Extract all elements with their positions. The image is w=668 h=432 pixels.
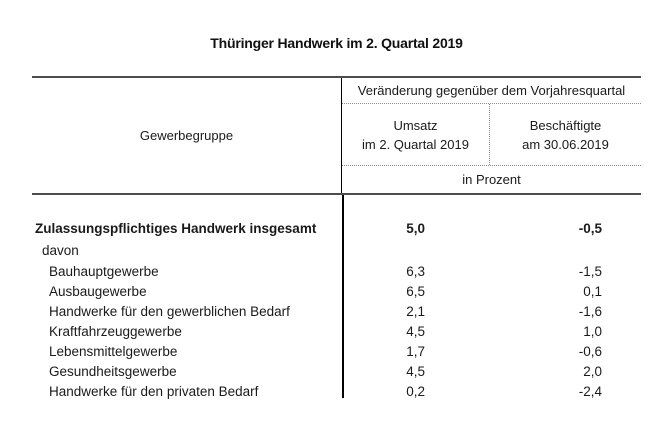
- beschaeftigte-value: 0,1: [583, 283, 602, 299]
- header-right-section: Veränderung gegenüber dem Vorjahresquart…: [342, 78, 641, 193]
- table-row: Kraftfahrzeuggewerbe 4,5 1,0: [32, 321, 641, 341]
- table-body: Zulassungspflichtiges Handwerk insgesamt…: [32, 195, 641, 401]
- beschaeftigte-value: -1,5: [578, 263, 602, 279]
- row-label: Handwerke für den privaten Bedarf: [49, 383, 259, 399]
- table-row: Lebensmittelgewerbe 1,7 -0,6: [32, 341, 641, 361]
- table-header: Gewerbegruppe Veränderung gegenüber dem …: [32, 76, 641, 195]
- column-header-beschaeftigte: Beschäftigte am 30.06.2019: [490, 104, 641, 165]
- table-row-davon: davon: [32, 239, 641, 261]
- umsatz-value: 5,0: [406, 220, 425, 236]
- column-header-beschaeftigte-line2: am 30.06.2019: [522, 136, 609, 152]
- umsatz-value: 6,5: [406, 283, 425, 299]
- unit-header: in Prozent: [462, 172, 521, 187]
- row-label: Ausbaugewerbe: [49, 283, 147, 299]
- umsatz-value: 6,3: [406, 263, 425, 279]
- umsatz-value: 1,7: [406, 343, 425, 359]
- beschaeftigte-value: -0,6: [578, 343, 602, 359]
- column-header-umsatz-line2: im 2. Quartal 2019: [362, 136, 469, 152]
- row-label: Bauhauptgewerbe: [49, 263, 159, 279]
- column-header-gewerbegruppe: Gewerbegruppe: [32, 78, 342, 193]
- umsatz-value: 4,5: [406, 323, 425, 339]
- beschaeftigte-value: -0,5: [578, 220, 602, 236]
- row-label: Kraftfahrzeuggewerbe: [49, 323, 182, 339]
- column-header-umsatz: Umsatz im 2. Quartal 2019: [342, 104, 490, 165]
- column-header-beschaeftigte-line1: Beschäftigte: [529, 117, 602, 133]
- column-header-umsatz-line1: Umsatz: [393, 117, 438, 133]
- umsatz-value: 2,1: [406, 303, 425, 319]
- table-row-total: Zulassungspflichtiges Handwerk insgesamt…: [32, 217, 641, 239]
- umsatz-value: 0,2: [406, 383, 425, 399]
- page-title: Thüringer Handwerk im 2. Quartal 2019: [210, 35, 463, 51]
- row-label: Gesundheitsgewerbe: [49, 363, 177, 379]
- table-row: Bauhauptgewerbe 6,3 -1,5: [32, 261, 641, 281]
- beschaeftigte-value: 2,0: [583, 363, 602, 379]
- row-label: Zulassungspflichtiges Handwerk insgesamt: [35, 220, 317, 236]
- data-table: Gewerbegruppe Veränderung gegenüber dem …: [32, 76, 641, 401]
- row-label: Handwerke für den gewerblichen Bedarf: [49, 303, 290, 319]
- column-span-header: Veränderung gegenüber dem Vorjahresquart…: [342, 78, 641, 104]
- table-row: Handwerke für den gewerblichen Bedarf 2,…: [32, 301, 641, 321]
- umsatz-value: 4,5: [406, 363, 425, 379]
- table-row: Ausbaugewerbe 6,5 0,1: [32, 281, 641, 301]
- table-row: Gesundheitsgewerbe 4,5 2,0: [32, 361, 641, 381]
- table-row: Handwerke für den privaten Bedarf 0,2 -2…: [32, 381, 641, 401]
- row-label: davon: [42, 242, 79, 258]
- beschaeftigte-value: 1,0: [583, 323, 602, 339]
- beschaeftigte-value: -1,6: [578, 303, 602, 319]
- row-label: Lebensmittelgewerbe: [49, 343, 178, 359]
- header-subcolumns: Umsatz im 2. Quartal 2019 Beschäftigte a…: [342, 104, 641, 166]
- beschaeftigte-value: -2,4: [578, 383, 602, 399]
